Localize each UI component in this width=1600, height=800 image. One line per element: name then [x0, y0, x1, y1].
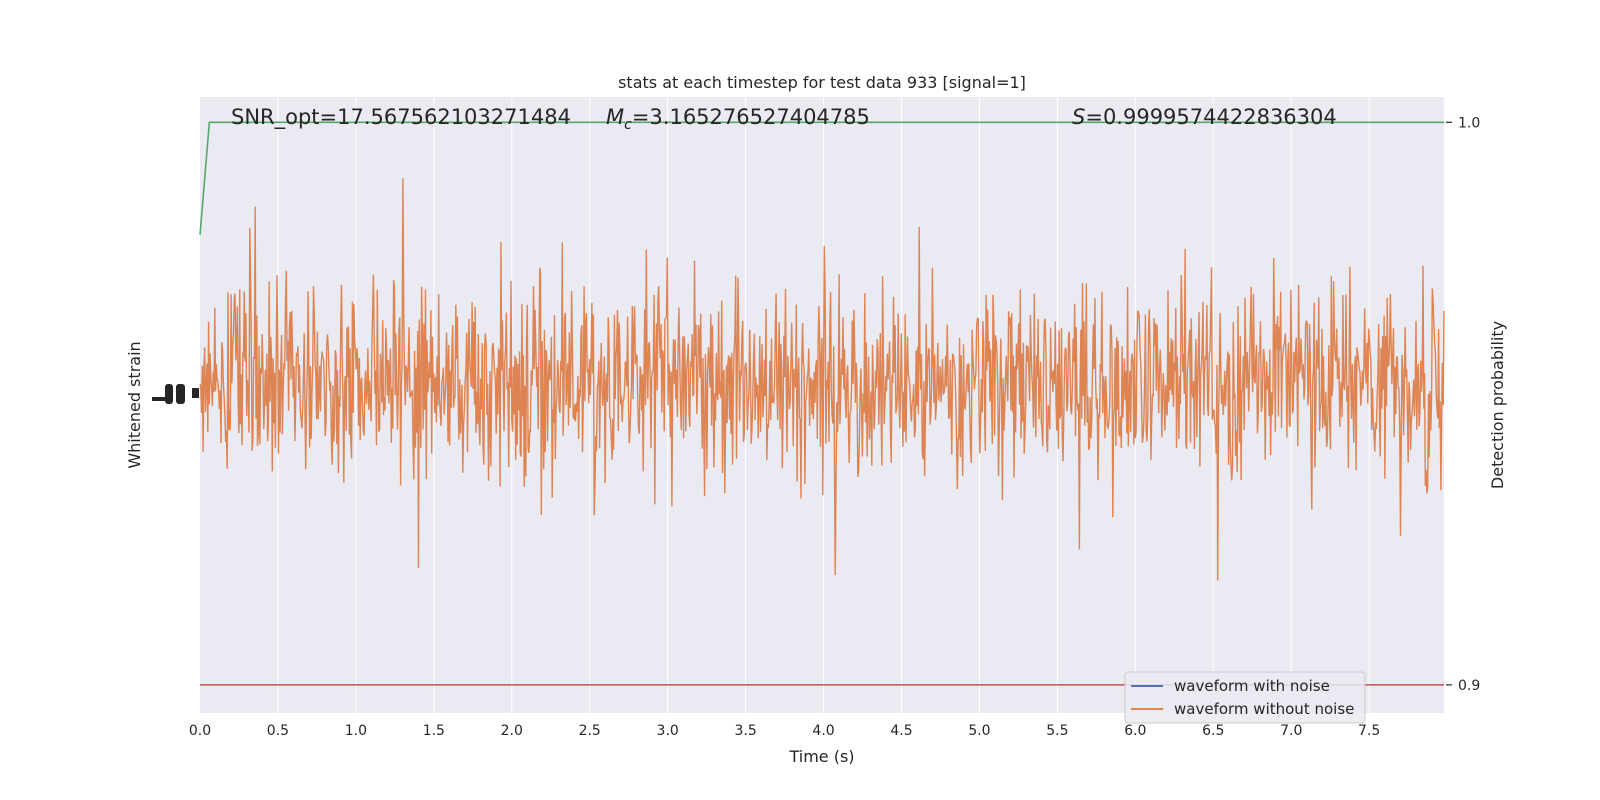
legend-box	[1124, 671, 1366, 724]
x-tick-label: 6.0	[1124, 723, 1146, 739]
chart-title: stats at each timestep for test data 933…	[618, 73, 1026, 92]
chirp-mass-annotation: Mc=3.165276527404785	[606, 105, 870, 133]
right-y-tick-label: 1.0	[1458, 115, 1480, 131]
right-y-axis-label: Detection probability	[1488, 321, 1507, 489]
x-tick-label: 3.5	[734, 723, 756, 739]
x-axis: 0.0 0.5 1.0 1.5 2.0 2.5 3.0 3.5 4.0 4.5 5.0 5.5 6.0 6…	[189, 723, 1380, 739]
x-tick-label: 7.5	[1358, 723, 1380, 739]
x-tick-label: 7.0	[1280, 723, 1302, 739]
x-tick-label: 4.5	[890, 723, 912, 739]
x-tick-label: 3.0	[657, 723, 679, 739]
legend-label-without-noise: waveform without noise	[1174, 700, 1354, 718]
right-y-tick-label: 0.9	[1458, 678, 1480, 694]
x-tick-label: 4.0	[812, 723, 834, 739]
snr-annotation: SNR_opt=17.567562103271484	[231, 105, 571, 130]
x-tick-label: 1.5	[423, 723, 445, 739]
right-y-axis: 1.0 0.9	[1446, 115, 1480, 694]
score-annotation: S=0.9999574422836304	[1072, 105, 1337, 129]
x-tick-label: 6.5	[1202, 723, 1224, 739]
x-tick-label: 2.5	[579, 723, 601, 739]
legend-label-with-noise: waveform with noise	[1174, 677, 1330, 695]
x-tick-label: 5.0	[968, 723, 990, 739]
x-tick-label: 2.0	[501, 723, 523, 739]
x-tick-label: 0.5	[267, 723, 289, 739]
x-tick-label: 0.0	[189, 723, 211, 739]
x-tick-label: 1.0	[345, 723, 367, 739]
left-y-axis-label: Whitened strain	[125, 341, 144, 468]
x-axis-label: Time (s)	[788, 747, 854, 766]
series-without-noise-line	[199, 178, 1445, 581]
detection-probability-line	[199, 121, 1444, 235]
x-tick-label: 5.5	[1046, 723, 1068, 739]
left-axis-tick-clutter	[152, 384, 199, 404]
legend: waveform with noise waveform without noi…	[1124, 671, 1366, 724]
